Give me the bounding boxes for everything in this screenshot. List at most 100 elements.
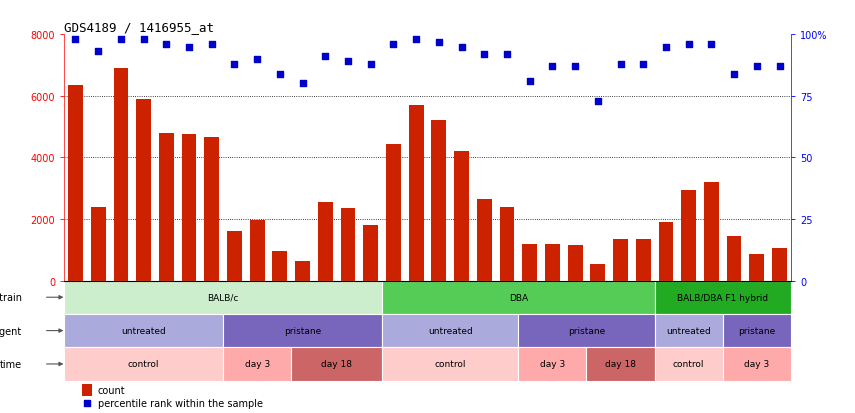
Bar — [750, 255, 764, 281]
Bar — [250, 221, 264, 281]
Bar — [340, 209, 356, 281]
Text: DBA: DBA — [509, 293, 528, 302]
Point — [569, 64, 582, 70]
Point — [114, 37, 127, 43]
Text: day 18: day 18 — [321, 360, 352, 368]
Bar — [318, 202, 333, 281]
Bar — [545, 244, 560, 281]
Bar — [136, 100, 151, 281]
Bar — [181, 135, 197, 281]
Bar — [587, 347, 655, 381]
Text: pristane: pristane — [738, 326, 775, 335]
Point — [386, 42, 400, 48]
Bar — [722, 347, 791, 381]
Text: untreated: untreated — [666, 326, 711, 335]
Text: BALB/DBA F1 hybrid: BALB/DBA F1 hybrid — [677, 293, 769, 302]
Bar — [499, 207, 515, 281]
Point — [591, 98, 604, 105]
Point — [728, 71, 741, 78]
Text: day 3: day 3 — [245, 360, 270, 368]
Bar — [591, 264, 605, 281]
Point — [364, 61, 378, 68]
Bar — [382, 347, 518, 381]
Point — [205, 42, 219, 48]
Bar — [159, 133, 174, 281]
Point — [455, 44, 469, 51]
Point — [296, 81, 310, 88]
Bar — [295, 261, 310, 281]
Point — [432, 39, 445, 46]
Bar — [681, 190, 696, 281]
Point — [160, 42, 174, 48]
Bar — [363, 225, 378, 281]
Bar — [91, 207, 105, 281]
Text: strain: strain — [0, 292, 22, 302]
Bar — [655, 281, 791, 314]
Text: control: control — [128, 360, 159, 368]
Bar — [568, 246, 582, 281]
Bar — [382, 314, 518, 347]
Bar — [64, 347, 223, 381]
Bar — [64, 314, 223, 347]
Bar — [655, 347, 722, 381]
Bar — [382, 281, 655, 314]
Bar — [68, 86, 83, 281]
Text: control: control — [673, 360, 705, 368]
Text: agent: agent — [0, 326, 22, 336]
Bar — [409, 106, 423, 281]
Text: day 3: day 3 — [744, 360, 770, 368]
Bar — [727, 236, 741, 281]
Point — [227, 61, 241, 68]
Text: pristane: pristane — [284, 326, 321, 335]
Point — [614, 61, 628, 68]
Bar — [772, 249, 787, 281]
Bar — [82, 385, 91, 396]
Bar — [704, 183, 719, 281]
Text: BALB/c: BALB/c — [208, 293, 239, 302]
Bar — [655, 314, 722, 347]
Bar — [518, 347, 587, 381]
Point — [273, 71, 286, 78]
Point — [91, 49, 105, 56]
Bar — [204, 138, 219, 281]
Point — [681, 42, 695, 48]
Point — [523, 78, 537, 85]
Text: control: control — [434, 360, 466, 368]
Bar — [613, 240, 628, 281]
Bar — [273, 252, 287, 281]
Text: count: count — [97, 385, 125, 395]
Bar — [292, 347, 382, 381]
Point — [80, 399, 94, 406]
Text: GDS4189 / 1416955_at: GDS4189 / 1416955_at — [64, 21, 214, 34]
Point — [318, 54, 332, 61]
Point — [659, 44, 673, 51]
Text: untreated: untreated — [428, 326, 473, 335]
Bar — [722, 314, 791, 347]
Text: pristane: pristane — [568, 326, 605, 335]
Point — [773, 64, 787, 70]
Point — [410, 37, 423, 43]
Bar — [454, 152, 469, 281]
Point — [251, 57, 264, 63]
Bar — [386, 144, 401, 281]
Bar — [518, 314, 655, 347]
Point — [68, 37, 82, 43]
Bar — [477, 199, 492, 281]
Bar — [522, 244, 537, 281]
Text: day 3: day 3 — [540, 360, 565, 368]
Text: day 18: day 18 — [605, 360, 636, 368]
Text: time: time — [0, 359, 22, 369]
Point — [477, 52, 491, 58]
Bar — [223, 347, 292, 381]
Point — [705, 42, 718, 48]
Point — [500, 52, 514, 58]
Point — [137, 37, 150, 43]
Text: percentile rank within the sample: percentile rank within the sample — [97, 398, 262, 408]
Point — [182, 44, 196, 51]
Bar — [658, 223, 674, 281]
Bar — [114, 69, 128, 281]
Bar — [636, 240, 651, 281]
Bar — [64, 281, 382, 314]
Point — [750, 64, 764, 70]
Point — [545, 64, 559, 70]
